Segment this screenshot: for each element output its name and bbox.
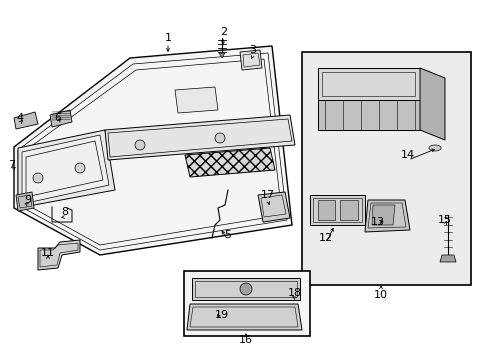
- Text: 11: 11: [41, 248, 55, 258]
- Polygon shape: [258, 192, 289, 222]
- Text: 12: 12: [318, 233, 332, 243]
- Text: 15: 15: [437, 215, 451, 225]
- Text: 2: 2: [220, 27, 227, 37]
- Polygon shape: [240, 50, 262, 70]
- Text: 3: 3: [249, 45, 256, 55]
- Text: 7: 7: [8, 160, 16, 170]
- Ellipse shape: [428, 145, 440, 151]
- Polygon shape: [14, 112, 38, 129]
- Polygon shape: [309, 195, 364, 225]
- Polygon shape: [50, 110, 72, 127]
- Text: 5: 5: [224, 230, 231, 240]
- Polygon shape: [419, 68, 444, 140]
- Circle shape: [215, 133, 224, 143]
- Bar: [183, 271, 309, 336]
- Polygon shape: [14, 46, 291, 255]
- Polygon shape: [186, 304, 302, 330]
- Polygon shape: [317, 200, 334, 220]
- Polygon shape: [339, 200, 357, 220]
- Circle shape: [33, 173, 43, 183]
- Text: 17: 17: [261, 190, 274, 200]
- Bar: [302, 52, 470, 285]
- Text: 14: 14: [400, 150, 414, 160]
- Polygon shape: [317, 100, 419, 130]
- Text: 8: 8: [61, 207, 68, 217]
- Text: 18: 18: [287, 288, 302, 298]
- Text: 13: 13: [370, 217, 384, 227]
- Circle shape: [75, 163, 85, 173]
- Polygon shape: [219, 53, 224, 58]
- Text: 6: 6: [54, 113, 61, 123]
- Polygon shape: [18, 130, 115, 208]
- Polygon shape: [16, 192, 34, 211]
- Circle shape: [135, 140, 145, 150]
- Polygon shape: [439, 255, 455, 262]
- Polygon shape: [364, 200, 409, 232]
- Polygon shape: [371, 205, 394, 225]
- Text: 16: 16: [239, 335, 252, 345]
- Polygon shape: [38, 240, 80, 270]
- Circle shape: [240, 283, 251, 295]
- Polygon shape: [317, 68, 419, 100]
- Text: 10: 10: [373, 290, 387, 300]
- Ellipse shape: [163, 55, 172, 60]
- Polygon shape: [105, 115, 294, 160]
- Polygon shape: [22, 135, 109, 204]
- Polygon shape: [175, 87, 218, 113]
- Text: 1: 1: [164, 33, 171, 43]
- Polygon shape: [184, 148, 274, 177]
- Polygon shape: [192, 278, 299, 300]
- Text: 9: 9: [24, 195, 32, 205]
- Text: 4: 4: [17, 113, 23, 123]
- Text: 19: 19: [215, 310, 228, 320]
